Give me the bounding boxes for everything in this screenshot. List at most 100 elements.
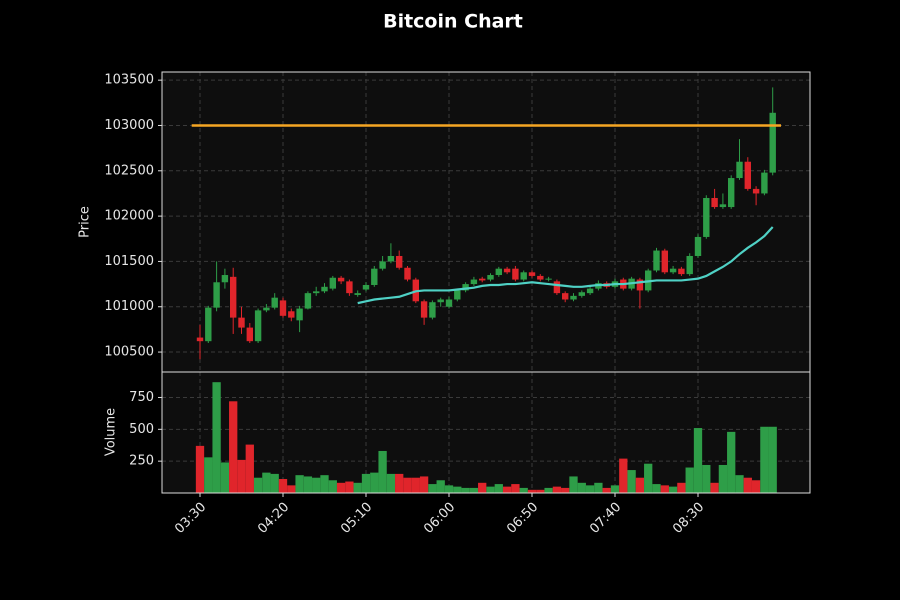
volume-bar <box>544 487 553 493</box>
y-tick-label: 102500 <box>104 163 154 178</box>
candle-body <box>371 268 378 285</box>
candle-body <box>196 337 204 342</box>
volume-bar <box>353 482 362 493</box>
y-tick-label: 100500 <box>104 345 154 360</box>
volume-bar <box>444 485 454 493</box>
volume-bar <box>760 426 769 493</box>
volume-bar <box>635 477 645 493</box>
y-tick-label: 500 <box>129 422 154 437</box>
chart-title: Bitcoin Chart <box>383 11 523 33</box>
volume-bar <box>710 482 719 493</box>
volume-bar <box>527 489 537 493</box>
volume-bar <box>453 486 462 493</box>
moving-average-line <box>357 226 774 305</box>
volume-bar <box>204 457 213 493</box>
candle-body <box>586 288 594 294</box>
volume-bar <box>685 467 694 493</box>
candle-body <box>238 317 245 328</box>
candle-body <box>329 277 336 289</box>
volume-bar <box>519 487 528 493</box>
volume-bar <box>212 382 221 493</box>
candle-body <box>686 255 693 275</box>
volume-bar <box>561 487 570 493</box>
candle-body <box>288 311 295 318</box>
candle-body <box>271 297 278 308</box>
volume-bar <box>320 475 329 493</box>
volume-bar <box>478 482 487 493</box>
candle-body <box>321 286 328 292</box>
volume-bar <box>378 450 387 493</box>
candle-body <box>454 290 461 300</box>
candle-body <box>404 267 411 280</box>
candle-body <box>636 279 644 291</box>
volume-bar <box>644 463 653 493</box>
volume-bar <box>253 477 263 493</box>
candle-body <box>694 236 702 256</box>
candle-body <box>570 295 577 300</box>
candle-body <box>254 310 262 342</box>
candle-body <box>669 268 677 273</box>
candle-body <box>230 276 237 318</box>
candle-body <box>221 275 229 283</box>
candle-body <box>503 268 511 273</box>
candle-body <box>263 307 270 311</box>
volume-bar <box>610 485 620 493</box>
y-tick-label: 103500 <box>104 73 154 88</box>
volume-bar <box>287 485 296 493</box>
volume-bar <box>668 486 678 493</box>
plot-area <box>162 72 810 493</box>
volume-bar <box>569 476 578 493</box>
volume-bar <box>751 480 761 493</box>
plot-layer <box>162 72 810 493</box>
volume-bar <box>536 489 545 493</box>
volume-bar <box>295 475 304 493</box>
candle-body <box>379 261 386 269</box>
volume-bar <box>345 481 354 493</box>
volume-bar <box>743 477 752 493</box>
candle-body <box>462 284 469 291</box>
volume-bar <box>469 487 479 493</box>
candle-body <box>703 197 710 237</box>
volume-bar <box>245 444 254 493</box>
candle-body <box>387 255 395 262</box>
candle-body <box>761 172 768 194</box>
volume-bar <box>768 426 777 493</box>
volume-bar <box>419 476 429 493</box>
volume-bar <box>693 428 703 493</box>
volume-bar <box>262 472 271 493</box>
candle-body <box>653 250 660 271</box>
volume-bar <box>718 464 728 493</box>
volume-bar <box>270 473 279 493</box>
candle-body <box>528 272 536 276</box>
volume-bar <box>627 470 636 493</box>
candle-body <box>752 188 760 194</box>
candle-body <box>678 268 685 275</box>
volume-bar <box>594 482 603 493</box>
candle-body <box>661 250 668 273</box>
y-tick-label: 750 <box>129 390 154 405</box>
volume-bar <box>552 486 562 493</box>
candle-body <box>495 268 502 276</box>
candle-body <box>719 204 727 208</box>
candle-body <box>304 293 312 309</box>
y-tick-label: 103000 <box>104 118 154 133</box>
candle-body <box>769 112 776 173</box>
volume-bar <box>602 487 611 493</box>
volume-bar <box>660 485 669 493</box>
y-tick-label: 102000 <box>104 209 154 224</box>
volume-frame <box>161 371 811 494</box>
candle-body <box>354 293 361 295</box>
candle-body <box>744 161 751 189</box>
volume-bar <box>278 478 288 493</box>
volume-bar <box>428 484 437 493</box>
candle-body <box>578 292 585 296</box>
candle-body <box>313 291 320 294</box>
volume-bar <box>577 482 586 493</box>
candle-body <box>445 299 453 307</box>
candle-body <box>437 299 444 303</box>
candle-body <box>296 308 303 321</box>
volume-bar <box>386 473 396 493</box>
candle-body <box>279 300 287 316</box>
candle-body <box>396 255 403 268</box>
